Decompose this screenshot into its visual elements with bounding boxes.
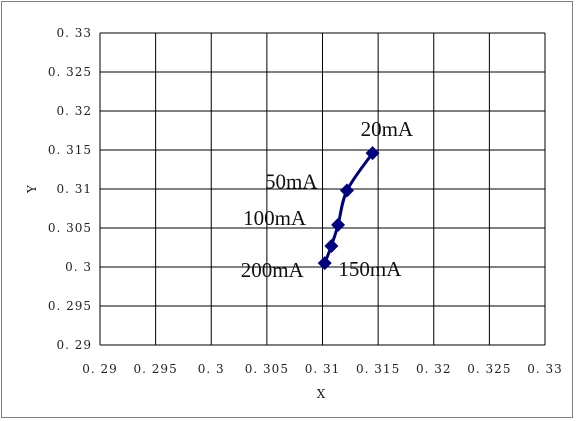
y-tick-label: 0. 305 bbox=[48, 221, 92, 235]
grid-lines bbox=[99, 32, 546, 346]
x-tick-label: 0. 315 bbox=[356, 362, 400, 376]
data-label: 200mA bbox=[241, 258, 305, 282]
data-label: 20mA bbox=[361, 117, 414, 141]
x-tick-label: 0. 305 bbox=[245, 362, 289, 376]
data-point-marker bbox=[324, 238, 339, 253]
x-tick-label: 0. 3 bbox=[198, 362, 225, 376]
y-tick-label: 0. 31 bbox=[56, 182, 92, 196]
x-tick-label: 0. 29 bbox=[82, 362, 118, 376]
y-tick-label: 0. 32 bbox=[56, 104, 92, 118]
y-tick-label: 0. 29 bbox=[56, 338, 92, 352]
x-axis-label: X bbox=[317, 387, 326, 401]
y-tick-label: 0. 325 bbox=[48, 65, 92, 79]
data-point-marker bbox=[365, 146, 380, 161]
y-axis-ticks: 0. 29 0. 295 0. 3 0. 305 0. 31 0. 315 0. 32 0. … bbox=[48, 26, 92, 352]
x-tick-label: 0. 32 bbox=[416, 362, 452, 376]
y-tick-label: 0. 33 bbox=[56, 26, 92, 40]
x-tick-label: 0. 325 bbox=[467, 362, 511, 376]
y-tick-label: 0. 315 bbox=[48, 143, 92, 157]
y-axis-label: Y bbox=[25, 184, 39, 194]
x-tick-label: 0. 295 bbox=[134, 362, 178, 376]
x-tick-label: 0. 31 bbox=[305, 362, 341, 376]
data-label: 150mA bbox=[338, 257, 402, 281]
y-tick-label: 0. 295 bbox=[48, 299, 92, 313]
series-group: 20mA 50mA 100mA 150mA 200mA bbox=[241, 117, 414, 282]
data-label: 50mA bbox=[265, 170, 318, 194]
y-tick-label: 0. 3 bbox=[65, 260, 92, 274]
data-point-marker bbox=[339, 183, 354, 198]
x-axis-ticks: 0. 29 0. 295 0. 3 0. 305 0. 31 0. 315 0. 32 0. … bbox=[82, 362, 563, 376]
data-point-marker bbox=[331, 217, 346, 232]
data-point-marker bbox=[317, 256, 332, 271]
data-label: 100mA bbox=[243, 206, 307, 230]
x-tick-label: 0. 33 bbox=[527, 362, 563, 376]
